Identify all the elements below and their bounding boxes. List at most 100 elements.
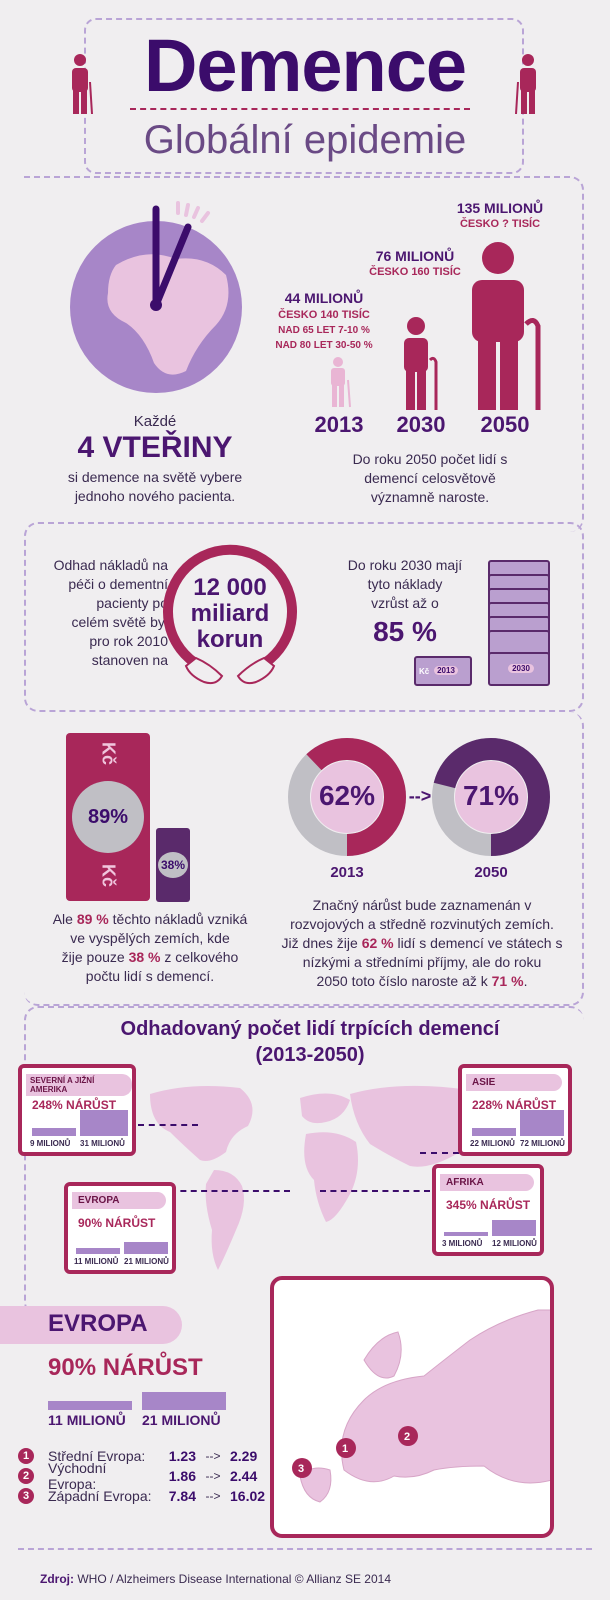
projection-2013-extra1: NAD 65 LET 7-10 % — [278, 325, 370, 336]
projection-2013-extra2: NAD 80 LET 30-50 % — [275, 340, 373, 351]
donut-2050-year: 2050 — [474, 864, 508, 881]
projection-2050-cz: ČESKO ? TISÍC — [459, 218, 541, 230]
share-right-text: Značný nárůst bude zaznamenán v rozvojov… — [272, 896, 572, 991]
clock-line2: jednoho nového pacienta. — [74, 488, 236, 504]
row-arrow: --> — [205, 1449, 221, 1463]
costs-right-line1: Do roku 2030 mají — [347, 557, 463, 573]
share-line3-a: žije pouze — [61, 949, 129, 965]
costs-left-line4: celém světě byl — [71, 614, 168, 630]
banknote-kc-bottom: Kč — [98, 863, 119, 887]
cost-amount-line3: korun — [196, 626, 264, 653]
row-from: 7.84 — [168, 1488, 196, 1504]
clock-headline: 4 VTEŘINY — [77, 431, 233, 464]
costs-left-line5: pro rok 2010 — [89, 633, 168, 649]
row-from: 1.86 — [168, 1468, 196, 1484]
section-costs-frame — [24, 522, 584, 712]
row-label: Střední Evropa: — [48, 1448, 146, 1464]
europe-from: 11 MILIONŮ — [48, 1412, 126, 1428]
europe-row: 2 Východní Evropa: 1.86 --> 2.44 — [18, 1460, 278, 1492]
banknote-stack: 2030 — [488, 560, 552, 688]
elderly-man-icon — [72, 54, 93, 115]
banknote-2013-kc: Kč — [419, 667, 430, 676]
region-africa-to: 12 MILIONŮ — [492, 1239, 537, 1248]
share-r4: nízkými a středními příjmy, ale do roku — [302, 954, 542, 970]
projection-line1: Do roku 2050 počet lidí s — [352, 451, 508, 467]
footer-text: WHO / Alzheimers Disease International ©… — [74, 1572, 391, 1586]
costs-growth-pct: 85 % — [373, 616, 437, 647]
region-asia-from: 22 MILIONŮ — [470, 1139, 515, 1148]
share-r5-a: 2050 toto číslo naroste až k — [316, 973, 492, 989]
share-line1-c: těchto nákladů vzniká — [108, 911, 248, 927]
region-africa: AFRIKA 345% NÁRŮST 3 MILIONŮ 12 MILIONŮ — [432, 1164, 544, 1256]
footer-source: Zdroj: WHO / Alzheimers Disease Internat… — [40, 1572, 391, 1586]
row-to: 2.29 — [230, 1448, 258, 1464]
banknote-kc-top: Kč — [98, 741, 119, 765]
europe-row: 1 Střední Evropa: 1.23 --> 2.29 — [18, 1446, 278, 1466]
projection-2030-value: 76 MILIONŮ — [375, 248, 455, 264]
page-title: Demence — [143, 24, 467, 107]
person-2030-icon — [404, 317, 438, 410]
row-arrow: --> — [205, 1469, 221, 1483]
share-89-badge: 89% — [72, 781, 144, 853]
cost-amount-line1: 12 000 — [193, 574, 267, 601]
section-map-frame — [24, 1006, 584, 1316]
connector-line — [170, 1190, 290, 1192]
region-asia-to: 72 MILIONŮ — [520, 1139, 565, 1148]
region-asia-bar-to — [520, 1110, 564, 1136]
costs-left-line6: stanoven na — [91, 652, 168, 668]
year-2013: 2013 — [314, 412, 364, 437]
clock-line1: si demence na světě vybere — [67, 469, 243, 485]
region-asia-name: ASIE — [466, 1074, 562, 1091]
europe-name: EVROPA — [48, 1310, 148, 1337]
person-2013-icon — [331, 357, 351, 408]
row-to: 16.02 — [230, 1488, 266, 1504]
europe-bar-from — [48, 1400, 132, 1410]
cost-amount-line2: miliard — [190, 600, 270, 627]
share-line1-a: Ale — [52, 911, 77, 927]
svg-text:3: 3 — [298, 1463, 304, 1475]
region-africa-from: 3 MILIONŮ — [442, 1239, 483, 1248]
region-americas-bar-from — [32, 1128, 76, 1136]
europe-row: 3 Západní Evropa: 7.84 --> 16.02 — [18, 1486, 278, 1506]
year-2050: 2050 — [480, 412, 530, 437]
share-line3-c: z celkového — [160, 949, 239, 965]
region-asia-bar-from — [472, 1128, 516, 1136]
row-from: 1.23 — [168, 1448, 196, 1464]
region-africa-name: AFRIKA — [440, 1174, 534, 1191]
section-incidence-frame — [24, 176, 584, 532]
row-arrow: --> — [205, 1489, 221, 1503]
donut-2013 — [288, 738, 406, 856]
costs-left-line2: péči o dementní — [68, 576, 168, 592]
hands-ring-icon — [163, 544, 297, 685]
donut-2050-label: 71% — [462, 780, 520, 811]
svg-text:1: 1 — [342, 1443, 348, 1455]
projection-2013-cz: ČESKO 140 TISÍC — [278, 309, 370, 321]
banknote-2013-year: 2013 — [434, 666, 458, 675]
region-europe-to: 21 MILIONŮ — [124, 1257, 169, 1266]
region-africa-bar-from — [444, 1232, 488, 1236]
connector-line — [138, 1124, 198, 1126]
share-r1: Značný nárůst bude zaznamenán v — [312, 897, 532, 913]
banknote-2013: Kč 2013 — [414, 656, 472, 686]
section-share-frame — [24, 712, 584, 1006]
share-r2: rozvojových a středně rozvinutých zemích… — [290, 916, 554, 932]
share-line2: ve vyspělých zemích, kde — [70, 930, 230, 946]
projection-line3: významně naroste. — [370, 489, 490, 505]
donut-center — [311, 761, 383, 833]
row-label: Východní Evropa: — [48, 1460, 107, 1492]
europe-rows: 1 Střední Evropa: 1.23 --> 2.29 2 Východ… — [18, 1446, 278, 1506]
region-africa-bar-to — [492, 1220, 536, 1236]
row-label: Západní Evropa: — [48, 1488, 152, 1504]
footer-divider — [18, 1548, 592, 1550]
donut-arrow: --> — [408, 786, 432, 806]
elderly-man-icon — [515, 54, 536, 115]
share-r5-c: . — [523, 973, 528, 989]
region-europe-from: 11 MILIONŮ — [74, 1257, 119, 1266]
region-europe-bar-from — [76, 1247, 120, 1254]
share-text: Ale 89 % těchto nákladů vzniká ve vyspěl… — [40, 910, 260, 986]
costs-left-line1: Odhad nákladů na — [53, 557, 168, 573]
region-europe-name: EVROPA — [72, 1192, 166, 1209]
donut-2013-label: 62% — [318, 780, 376, 811]
costs-right-line3: vzrůst až o — [371, 595, 439, 611]
share-r5-b: 71 % — [491, 973, 524, 989]
